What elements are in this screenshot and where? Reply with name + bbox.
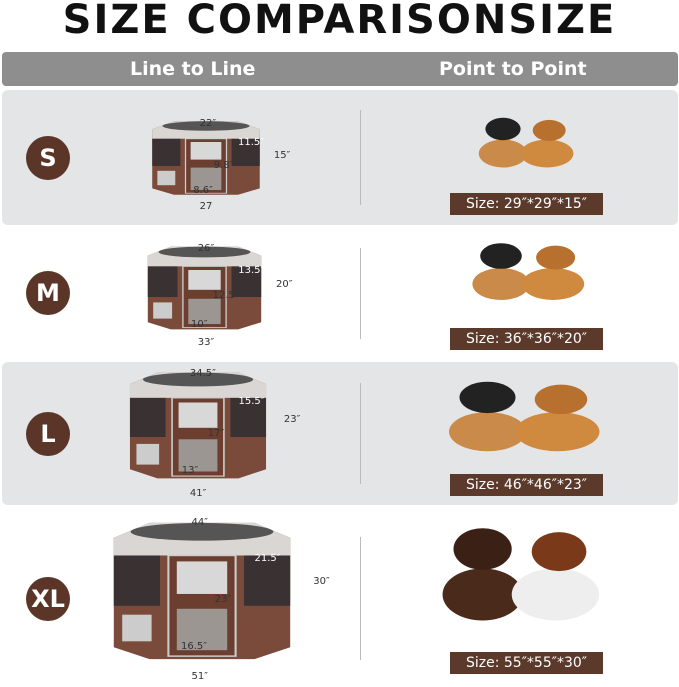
divider bbox=[360, 110, 361, 205]
dim-door-height: 9.8″ bbox=[213, 159, 234, 171]
column-header: Line to Line Point to Point bbox=[2, 52, 678, 86]
dim-door-width: 8.6″ bbox=[193, 185, 213, 197]
playpen-image: 44″ 21.5″ 30″ 23″ 16.5″ 51″ bbox=[97, 517, 330, 682]
dim-top: 34.5″ bbox=[189, 368, 216, 379]
playpen-image: 26″ 13.5″ 20″ 12.5″ 10″ 33″ bbox=[137, 243, 293, 348]
dim-door-height: 23″ bbox=[214, 593, 232, 605]
dim-top: 22″ bbox=[199, 118, 217, 129]
dim-height: 20″ bbox=[276, 279, 293, 290]
header-line-to-line: Line to Line bbox=[130, 58, 256, 80]
dim-side: 11.5″ bbox=[238, 137, 265, 149]
dim-door-height: 17″ bbox=[207, 427, 225, 439]
size-badge: XL bbox=[26, 576, 70, 621]
size-badge: M bbox=[26, 271, 70, 315]
size-badge: L bbox=[26, 411, 70, 456]
pets-image bbox=[435, 368, 610, 466]
size-label: Size: 36″*36″*20″ bbox=[450, 328, 603, 350]
dim-width: 51″ bbox=[191, 670, 208, 682]
dim-width: 41″ bbox=[189, 487, 207, 499]
dim-side: 13.5″ bbox=[238, 264, 265, 276]
pets-image bbox=[470, 108, 580, 178]
dim-door-width: 16.5″ bbox=[181, 641, 208, 653]
dim-top: 26″ bbox=[197, 243, 215, 254]
pets-image bbox=[428, 510, 610, 640]
divider bbox=[360, 247, 361, 339]
size-badge: S bbox=[26, 135, 70, 180]
pets-image bbox=[462, 232, 592, 312]
size-row-xl: XL bbox=[2, 510, 678, 687]
dim-door-height: 12.5″ bbox=[212, 289, 239, 301]
dim-door-width: 13″ bbox=[181, 464, 199, 476]
dim-top: 44″ bbox=[191, 517, 208, 528]
dim-height: 23″ bbox=[283, 414, 301, 425]
size-label: Size: 29″*29″*15″ bbox=[450, 193, 603, 215]
dim-side: 21.5″ bbox=[254, 552, 281, 564]
dim-door-width: 10″ bbox=[191, 318, 208, 330]
size-label: Size: 55″*55″*30″ bbox=[450, 652, 603, 674]
dim-height: 15″ bbox=[273, 150, 291, 161]
dim-side: 15.5″ bbox=[238, 395, 265, 407]
dim-width: 33″ bbox=[197, 336, 215, 348]
size-label: Size: 46″*46″*23″ bbox=[450, 474, 603, 496]
divider bbox=[360, 536, 361, 661]
header-point-to-point: Point to Point bbox=[439, 58, 587, 80]
dim-width: 27 bbox=[199, 201, 213, 213]
size-row-m: M bbox=[2, 228, 678, 358]
playpen-image: 22″ 11.5″ 15″ 9.8″ 8.6″ 27 bbox=[142, 118, 290, 212]
playpen-image: 34.5″ 15.5″ 23″ 17″ 13″ 41″ bbox=[117, 368, 300, 499]
dim-height: 30″ bbox=[313, 576, 330, 588]
page-title: SIZE COMPARISONSIZE bbox=[62, 0, 617, 43]
divider bbox=[360, 383, 361, 484]
